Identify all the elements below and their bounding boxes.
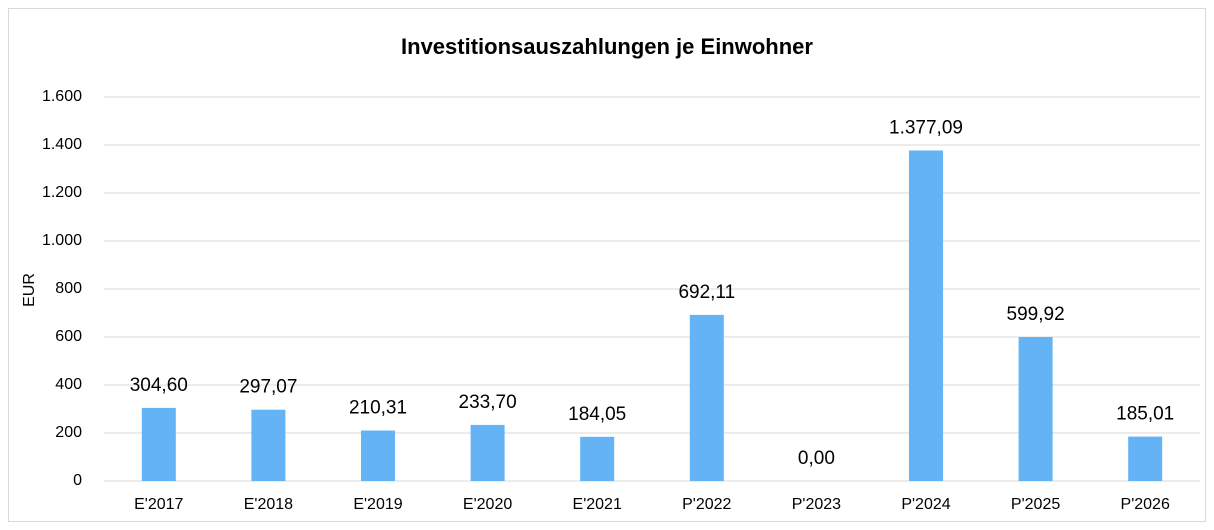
data-label: 599,92 [1007, 304, 1065, 325]
bar [580, 436, 615, 481]
y-tick-label: 800 [55, 280, 82, 297]
data-label: 185,01 [1116, 404, 1174, 425]
data-label: 1.377,09 [889, 118, 963, 139]
bar [909, 150, 943, 481]
x-tick-label: E'2017 [134, 496, 183, 513]
x-tick-label: P'2024 [901, 496, 950, 513]
data-label: 233,70 [459, 392, 517, 413]
x-tick-label: E'2019 [353, 496, 402, 513]
data-label: 304,60 [130, 375, 188, 396]
bar [689, 314, 724, 481]
chart-border [8, 8, 1206, 522]
data-label: 0,00 [798, 448, 835, 469]
y-tick-label: 600 [55, 328, 82, 345]
x-tick-label: P'2023 [792, 496, 841, 513]
data-label: 184,05 [568, 404, 626, 425]
data-label: 297,07 [239, 377, 297, 398]
bar [470, 424, 505, 481]
y-tick-label: 0 [73, 472, 82, 489]
bar [1018, 337, 1053, 481]
data-label: 210,31 [349, 398, 407, 419]
x-tick-label: P'2026 [1121, 496, 1170, 513]
y-tick-label: 1.400 [42, 136, 82, 153]
bar [361, 430, 395, 481]
x-tick-label: E'2018 [244, 496, 293, 513]
bar [251, 409, 286, 481]
x-tick-label: E'2020 [463, 496, 512, 513]
x-tick-label: P'2025 [1011, 496, 1060, 513]
x-tick-label: E'2021 [573, 496, 622, 513]
y-axis-label: EUR [21, 273, 38, 307]
y-tick-label: 400 [55, 376, 82, 393]
x-tick-label: P'2022 [682, 496, 731, 513]
y-tick-label: 1.200 [42, 184, 82, 201]
bar [141, 407, 176, 481]
chart-title: Investitionsauszahlungen je Einwohner [401, 34, 813, 59]
y-tick-label: 1.000 [42, 232, 82, 249]
y-tick-label: 1.600 [42, 88, 82, 105]
y-tick-label: 200 [55, 424, 82, 441]
data-label: 692,11 [678, 282, 735, 303]
bar [1128, 436, 1163, 481]
